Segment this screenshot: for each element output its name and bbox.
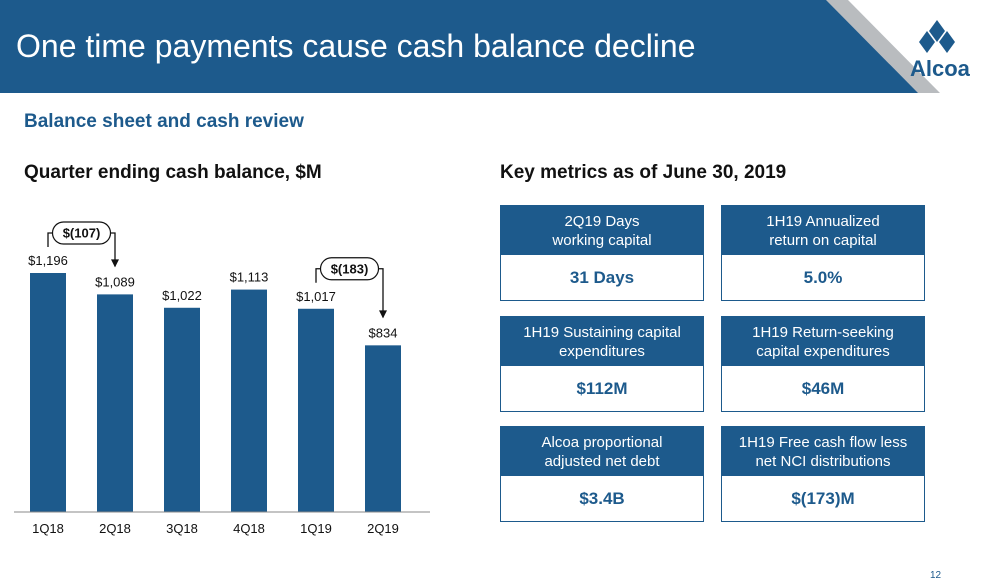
metric-title: 2Q19 Days working capital bbox=[501, 206, 703, 255]
bar-3Q18 bbox=[164, 307, 200, 512]
data-label-3Q18: $1,022 bbox=[162, 288, 202, 303]
annotation-bubble-1 bbox=[319, 257, 380, 281]
metric-card: Alcoa proportional adjusted net debt $3.4B bbox=[500, 426, 704, 522]
metric-title-line: 1H19 Sustaining capital bbox=[523, 323, 681, 341]
metric-card: 1H19 Free cash flow less net NCI distribu… bbox=[721, 426, 925, 522]
bar-2Q18 bbox=[97, 294, 133, 512]
metric-title: 1H19 Annualized return on capital bbox=[722, 206, 924, 255]
data-label-1Q19: $1,017 bbox=[296, 289, 336, 304]
tick-label-2Q18: 2Q18 bbox=[99, 521, 131, 536]
metric-title-line: 1H19 Return-seeking bbox=[752, 323, 894, 341]
metric-title-line: expenditures bbox=[559, 342, 645, 360]
metric-card: 1H19 Return-seeking capital expenditures $… bbox=[721, 316, 925, 412]
annotation-bubble-0 bbox=[51, 221, 112, 245]
tick-label-2Q19: 2Q19 bbox=[367, 521, 399, 536]
tick-label-4Q18: 4Q18 bbox=[233, 521, 265, 536]
metric-card: 1H19 Sustaining capital expenditures $112M bbox=[500, 316, 704, 412]
bar-2Q19 bbox=[365, 345, 401, 512]
metric-value: $(173)M bbox=[791, 488, 855, 508]
metric-title: 1H19 Return-seeking capital expenditures bbox=[722, 317, 924, 366]
metric-value: 5.0% bbox=[803, 267, 843, 287]
slide-title: One time payments cause cash balance dec… bbox=[16, 28, 696, 64]
metric-title-line: working capital bbox=[552, 231, 652, 249]
bar-1Q18 bbox=[30, 273, 66, 512]
page-number: 12 bbox=[930, 570, 942, 581]
header-bar: One time payments cause cash balance dec… bbox=[0, 0, 1001, 93]
metric-title-line: net NCI distributions bbox=[755, 452, 891, 470]
metric-value: $112M bbox=[576, 378, 628, 398]
tick-label-3Q18: 3Q18 bbox=[166, 521, 198, 536]
metric-title: 1H19 Free cash flow less net NCI distribu… bbox=[722, 427, 924, 476]
metric-title-line: adjusted net debt bbox=[544, 452, 660, 470]
metrics-title: Key metrics as of June 30, 2019 bbox=[500, 162, 787, 183]
metric-title-line: capital expenditures bbox=[756, 342, 890, 360]
tick-label-1Q18: 1Q18 bbox=[32, 521, 64, 536]
annotation-label-0: $(107) bbox=[63, 226, 101, 241]
metric-title-line: Alcoa proportional bbox=[541, 433, 663, 451]
bar-1Q19 bbox=[298, 308, 334, 512]
tick-label-1Q19: 1Q19 bbox=[300, 521, 332, 536]
annotation-arrowhead-1 bbox=[379, 310, 387, 319]
data-label-2Q18: $1,089 bbox=[95, 274, 135, 289]
alcoa-logo-area bbox=[826, 0, 1001, 93]
section-subheading: Balance sheet and cash review bbox=[24, 111, 304, 132]
cash-balance-chart: $1,196 1Q18 $1,089 2Q18 $1,022 3Q18 $1,113 4Q18… bbox=[14, 221, 430, 536]
metric-title: Alcoa proportional adjusted net debt bbox=[501, 427, 703, 476]
data-label-1Q18: $1,196 bbox=[28, 253, 68, 268]
bar-4Q18 bbox=[231, 289, 267, 512]
alcoa-logo-text: Alcoa bbox=[910, 56, 970, 81]
metric-card: 1H19 Annualized return on capital 5.0% bbox=[721, 205, 925, 301]
annotation-label-1: $(183) bbox=[331, 261, 369, 276]
metric-title-line: return on capital bbox=[769, 231, 877, 249]
data-label-2Q19: $834 bbox=[369, 325, 398, 340]
metric-value: $3.4B bbox=[579, 488, 625, 508]
metric-title-line: 2Q19 Days bbox=[564, 212, 640, 230]
metric-title-line: 1H19 Free cash flow less bbox=[738, 433, 908, 451]
data-label-4Q18: $1,113 bbox=[230, 270, 269, 285]
metric-value: $46M bbox=[801, 378, 845, 398]
metric-value: 31 Days bbox=[569, 267, 635, 287]
chart-title: Quarter ending cash balance, $M bbox=[24, 162, 322, 183]
metric-title: 1H19 Sustaining capital expenditures bbox=[501, 317, 703, 366]
alcoa-logo-icon bbox=[919, 20, 955, 53]
metric-card: 2Q19 Days working capital 31 Days bbox=[500, 205, 704, 301]
metric-title-line: 1H19 Annualized bbox=[766, 212, 880, 230]
annotation-arrowhead-0 bbox=[111, 259, 119, 268]
